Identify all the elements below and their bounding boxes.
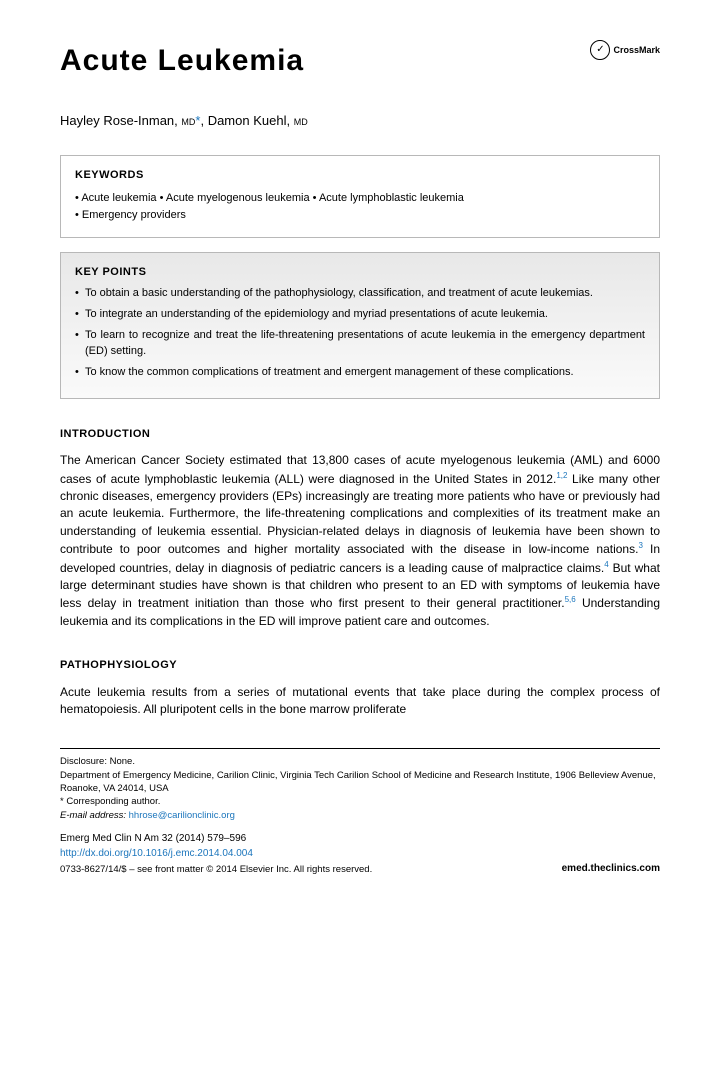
ref-link[interactable]: 5,6 [565,595,576,604]
author-2-degree: MD [294,117,308,127]
keypoints-list: To obtain a basic understanding of the p… [75,286,645,381]
author-1-name: Hayley Rose-Inman [60,113,174,128]
keypoint-item: To know the common complications of trea… [75,365,645,381]
author-1-degree: MD [181,117,195,127]
journal-citation: Emerg Med Clin N Am 32 (2014) 579–596 [60,832,562,846]
journal-site[interactable]: emed.theclinics.com [562,862,660,876]
keyword-item: Acute myelogenous leukemia [166,192,310,204]
corresponding-line: * Corresponding author. [60,795,660,808]
keywords-list: • Acute leukemia • Acute myelogenous leu… [75,190,645,225]
crossmark-label: CrossMark [613,44,660,57]
section-heading-patho: PATHOPHYSIOLOGY [60,658,660,673]
section-heading-intro: INTRODUCTION [60,427,660,442]
keypoints-box: KEY POINTS To obtain a basic understandi… [60,252,660,399]
doi-link[interactable]: http://dx.doi.org/10.1016/j.emc.2014.04.… [60,847,562,861]
author-2-name: Damon Kuehl [208,113,287,128]
patho-paragraph: Acute leukemia results from a series of … [60,684,660,719]
keypoints-heading: KEY POINTS [75,265,645,280]
keywords-heading: KEYWORDS [75,168,645,183]
keypoint-item: To learn to recognize and treat the life… [75,328,645,360]
authors-line: Hayley Rose-Inman, MD*, Damon Kuehl, MD [60,112,660,130]
crossmark-icon: ✓ [590,40,610,60]
disclosure-line: Disclosure: None. [60,755,660,768]
keyword-item: Emergency providers [82,209,186,221]
copyright-line: 0733-8627/14/$ – see front matter © 2014… [60,863,562,876]
intro-paragraph: The American Cancer Society estimated th… [60,452,660,630]
email-line: E-mail address: hhrose@carilionclinic.or… [60,809,660,822]
affiliation-line: Department of Emergency Medicine, Carili… [60,769,660,796]
page-title: Acute Leukemia [60,40,304,82]
email-link[interactable]: hhrose@carilionclinic.org [129,810,235,821]
email-label: E-mail address: [60,810,126,821]
footer: Disclosure: None. Department of Emergenc… [60,748,660,876]
keypoint-item: To integrate an understanding of the epi… [75,307,645,323]
keyword-item: Acute lymphoblastic leukemia [319,192,464,204]
keypoint-item: To obtain a basic understanding of the p… [75,286,645,302]
ref-link[interactable]: 1,2 [556,471,567,480]
corresponding-asterisk: * [195,113,200,128]
crossmark-badge[interactable]: ✓ CrossMark [590,40,660,60]
keyword-item: Acute leukemia [81,192,156,204]
keywords-box: KEYWORDS • Acute leukemia • Acute myelog… [60,155,660,238]
